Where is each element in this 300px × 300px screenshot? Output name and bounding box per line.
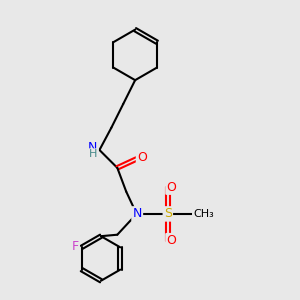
Text: F: F <box>72 240 79 253</box>
Text: N: N <box>133 207 142 220</box>
Text: O: O <box>137 151 147 164</box>
Text: O: O <box>167 181 176 194</box>
Text: S: S <box>164 207 172 220</box>
Text: N: N <box>88 141 98 154</box>
Text: CH₃: CH₃ <box>193 209 214 219</box>
Text: O: O <box>167 234 176 247</box>
Text: H: H <box>89 149 97 160</box>
